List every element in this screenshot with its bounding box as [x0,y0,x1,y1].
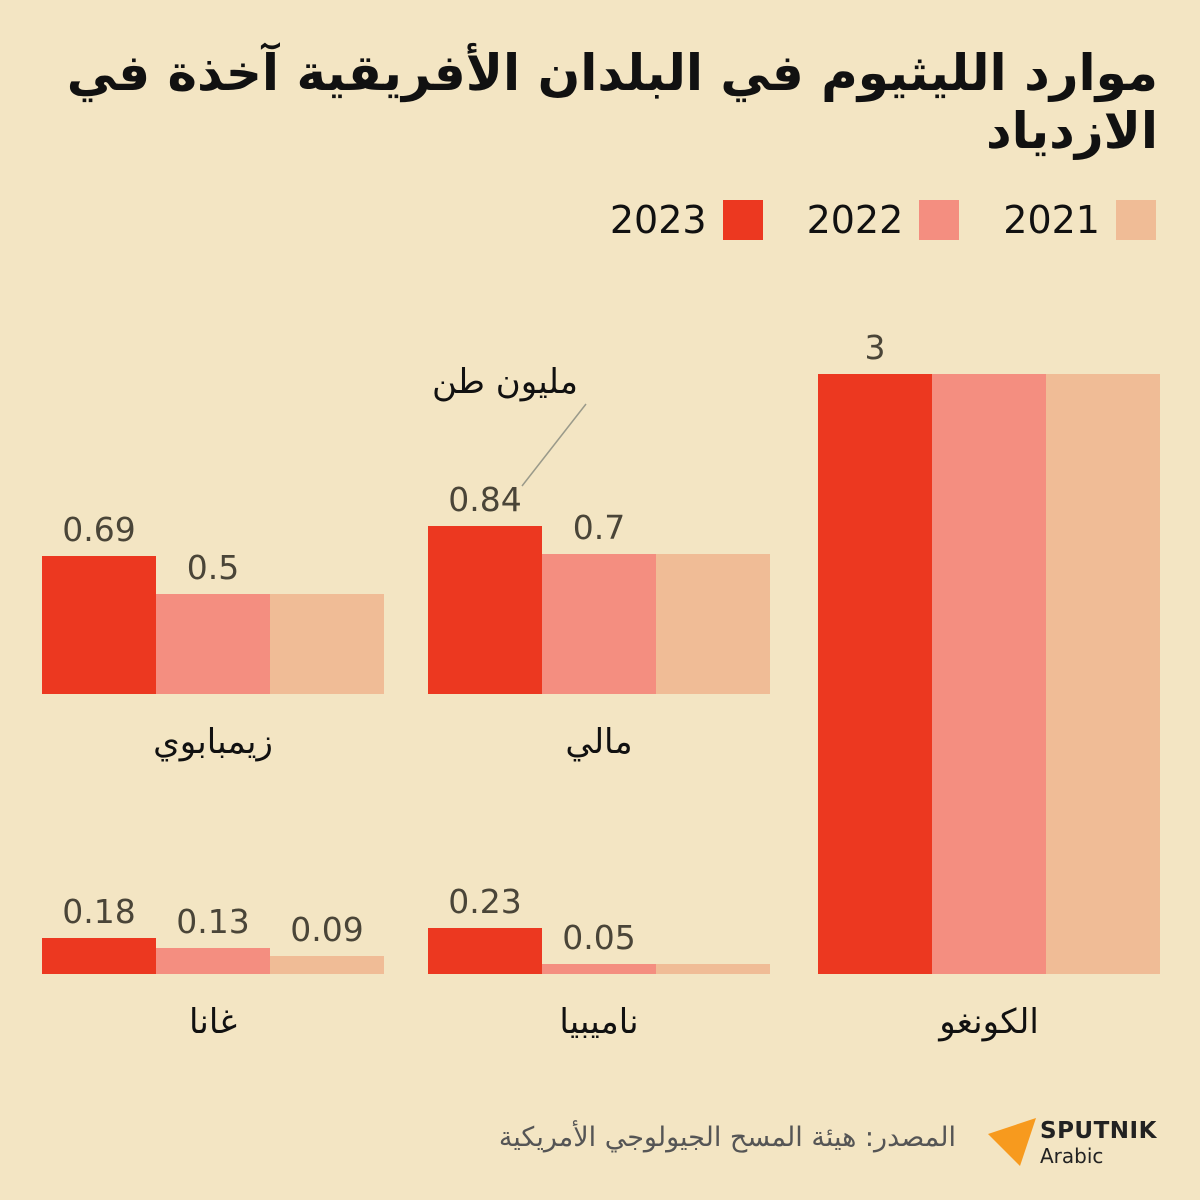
legend-item-2022: 2022 [807,198,960,242]
legend-swatch [722,200,763,240]
data-label: 0.09 [290,910,364,949]
data-label: 3 [864,328,886,367]
legend: 2021 2022 2023 [566,198,1156,242]
country-label: غانا [189,1002,237,1042]
bar-2023 [428,526,542,694]
data-label: 0.05 [562,918,636,957]
chart-title: موارد الليثيوم في البلدان الأفريقية آخذة… [66,44,1158,160]
legend-item-2021: 2021 [1003,198,1156,242]
sputnik-wing-icon [988,1118,1036,1166]
legend-swatch [1116,200,1156,240]
bar-2022 [932,374,1046,974]
bar-2021 [656,554,770,694]
bar-2022 [542,964,656,974]
bar-2023 [42,556,156,694]
bar-2022 [542,554,656,694]
data-label: 0.23 [448,882,522,921]
logo-sub: Arabic [1040,1144,1104,1168]
country-label: ناميبيا [559,1002,639,1042]
legend-label: 2023 [609,198,707,242]
bar-2023 [42,938,156,974]
source-note: المصدر: هيئة المسح الجيولوجي الأمريكية [498,1122,956,1153]
bar-2021 [270,594,384,694]
country-label: الكونغو [939,1002,1039,1042]
bar-2021 [270,956,384,974]
legend-swatch [919,200,960,240]
data-label: 0.7 [572,508,626,547]
data-label: 0.69 [62,510,136,549]
legend-label: 2021 [1003,198,1100,242]
unit-annotation: مليون طن [432,362,579,402]
data-label: 0.13 [176,902,250,941]
data-label: 0.84 [448,480,522,519]
legend-item-2023: 2023 [610,198,763,242]
bar-2021 [1046,374,1160,974]
bar-2022 [156,594,270,694]
bar-2021 [656,964,770,974]
sputnik-logo: SPUTNIK Arabic [988,1118,1168,1168]
country-label: مالي [565,722,633,762]
data-label: 0.5 [186,548,240,587]
legend-label: 2022 [806,198,904,242]
logo-name: SPUTNIK [1040,1118,1157,1144]
bar-2022 [156,948,270,974]
bar-2023 [818,374,932,974]
data-label: 0.18 [62,892,136,931]
bar-2023 [428,928,542,974]
country-label: زيمبابوي [153,722,273,762]
